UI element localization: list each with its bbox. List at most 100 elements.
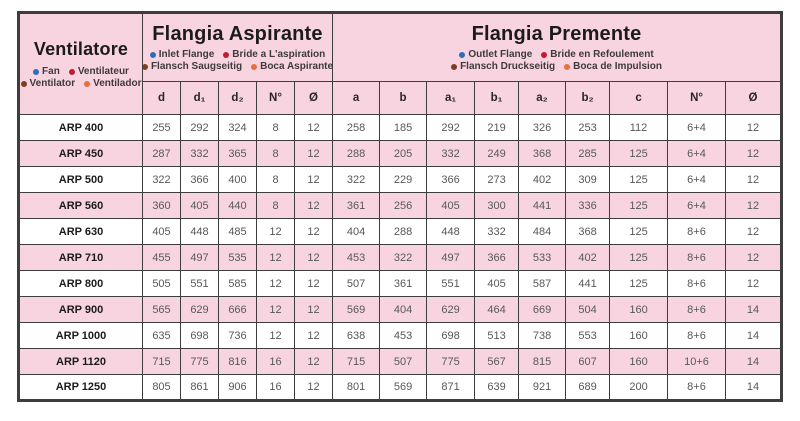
value-cell: 689 <box>565 374 611 401</box>
value-cell: 332 <box>180 140 219 167</box>
value-cell: 12 <box>293 296 334 323</box>
value-cell: 513 <box>474 322 520 349</box>
value-cell: 861 <box>180 374 219 401</box>
model-cell: ARP 1120 <box>18 348 143 375</box>
table-row: ARP 800 505 551 585 12 12 507 361 551 405 587 441 12… <box>18 270 783 297</box>
value-cell: 6+4 <box>667 166 727 193</box>
orange-bullet-icon <box>564 63 571 70</box>
value-cell: 185 <box>379 114 428 141</box>
legend-item: Ventilator <box>20 78 75 89</box>
flangia-premente-title: Flangia Premente <box>471 23 642 46</box>
value-cell: 6+4 <box>667 192 727 219</box>
value-cell: 8+6 <box>667 244 727 271</box>
value-cell: 258 <box>332 114 381 141</box>
value-cell: 361 <box>379 270 428 297</box>
value-cell: 12 <box>293 244 334 271</box>
model-cell: ARP 900 <box>18 296 143 323</box>
legend-item: Inlet Flange <box>149 49 214 60</box>
value-cell: 871 <box>426 374 476 401</box>
value-cell: 332 <box>426 140 476 167</box>
value-cell: 6+4 <box>667 114 727 141</box>
legend-label: Ventilador <box>93 78 142 89</box>
value-cell: 441 <box>565 270 611 297</box>
legend-item: Boca Aspirante <box>251 61 332 72</box>
flange-spec-table: Ventilatore Fan Ventilateur Ventilator Vent… <box>17 11 784 402</box>
value-cell: 12 <box>293 322 334 349</box>
red-bullet-icon <box>541 51 548 58</box>
value-cell: 322 <box>332 166 381 193</box>
value-cell: 12 <box>293 192 334 219</box>
model-cell: ARP 630 <box>18 218 143 245</box>
column-header-aspirante-0: d <box>142 81 181 115</box>
table-body: ARP 400 255 292 324 8 12 258 185 292 219 326 253 112… <box>18 114 783 401</box>
table-row: ARP 1000 635 698 736 12 12 638 453 698 513 738 553 1… <box>18 322 783 349</box>
value-cell: 256 <box>379 192 428 219</box>
value-cell: 273 <box>474 166 520 193</box>
value-cell: 361 <box>332 192 381 219</box>
ventilatore-title: Ventilatore <box>33 39 129 59</box>
value-cell: 160 <box>609 296 669 323</box>
value-cell: 12 <box>725 140 783 167</box>
value-cell: 12 <box>256 296 295 323</box>
value-cell: 12 <box>725 192 783 219</box>
value-cell: 402 <box>565 244 611 271</box>
value-cell: 569 <box>379 374 428 401</box>
value-cell: 736 <box>218 322 257 349</box>
value-cell: 455 <box>142 244 181 271</box>
value-cell: 12 <box>725 270 783 297</box>
value-cell: 507 <box>379 348 428 375</box>
legend-item: Ventilador <box>84 78 141 89</box>
table-row: ARP 400 255 292 324 8 12 258 185 292 219 326 253 112… <box>18 114 783 141</box>
value-cell: 365 <box>218 140 257 167</box>
value-cell: 805 <box>142 374 181 401</box>
brown-bullet-icon <box>20 80 27 87</box>
column-header-aspirante-3: N° <box>256 81 295 115</box>
value-cell: 404 <box>332 218 381 245</box>
blue-bullet-icon <box>33 68 40 75</box>
value-cell: 12 <box>293 140 334 167</box>
legend-item: Outlet Flange <box>459 49 532 60</box>
column-header-premente-1: b <box>379 81 428 115</box>
value-cell: 8+6 <box>667 218 727 245</box>
value-cell: 8 <box>256 114 295 141</box>
blue-bullet-icon <box>459 51 466 58</box>
value-cell: 464 <box>474 296 520 323</box>
table-row: ARP 560 360 405 440 8 12 361 256 405 300 441 336 125… <box>18 192 783 219</box>
column-header-premente-7: N° <box>667 81 727 115</box>
legend-item: Boca de Impulsion <box>564 61 662 72</box>
value-cell: 815 <box>518 348 567 375</box>
table-row: ARP 1250 805 861 906 16 12 801 569 871 639 921 689 2… <box>18 374 783 401</box>
value-cell: 629 <box>180 296 219 323</box>
value-cell: 366 <box>180 166 219 193</box>
value-cell: 497 <box>180 244 219 271</box>
value-cell: 8+6 <box>667 322 727 349</box>
table-row: ARP 500 322 366 400 8 12 322 229 366 273 402 309 125… <box>18 166 783 193</box>
value-cell: 629 <box>426 296 476 323</box>
legend-line: Flansch Saugseitig Boca Aspirante <box>143 61 332 72</box>
value-cell: 569 <box>332 296 381 323</box>
value-cell: 775 <box>180 348 219 375</box>
value-cell: 12 <box>256 218 295 245</box>
orange-bullet-icon <box>84 80 91 87</box>
value-cell: 504 <box>565 296 611 323</box>
value-cell: 219 <box>474 114 520 141</box>
value-cell: 112 <box>609 114 669 141</box>
brown-bullet-icon <box>143 63 148 70</box>
value-cell: 400 <box>218 166 257 193</box>
value-cell: 8 <box>256 166 295 193</box>
value-cell: 336 <box>565 192 611 219</box>
value-cell: 405 <box>180 192 219 219</box>
value-cell: 585 <box>218 270 257 297</box>
flangia-aspirante-header-cell: Flangia Aspirante Inlet Flange Bride a L'… <box>141 11 334 83</box>
value-cell: 125 <box>609 166 669 193</box>
value-cell: 816 <box>218 348 257 375</box>
legend-item: Bride en Refoulement <box>541 49 654 60</box>
value-cell: 14 <box>725 322 783 349</box>
column-header-premente-3: b₁ <box>474 81 520 115</box>
value-cell: 16 <box>256 374 295 401</box>
value-cell: 249 <box>474 140 520 167</box>
value-cell: 12 <box>256 322 295 349</box>
value-cell: 12 <box>293 218 334 245</box>
value-cell: 309 <box>565 166 611 193</box>
value-cell: 565 <box>142 296 181 323</box>
